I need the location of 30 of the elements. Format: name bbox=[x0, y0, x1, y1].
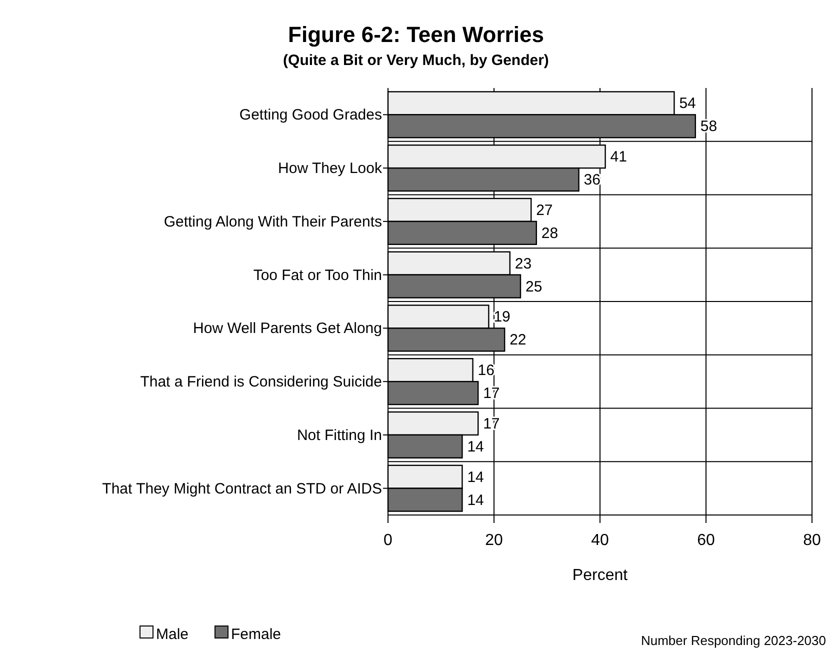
y-tick-label: How Well Parents Get Along bbox=[193, 320, 382, 338]
data-label: 41 bbox=[610, 148, 627, 166]
y-tick-label: Getting Along With Their Parents bbox=[164, 213, 382, 230]
data-label: 54 bbox=[679, 95, 696, 112]
legend-label: Female bbox=[231, 626, 282, 643]
y-tick-label: Getting Good Grades bbox=[239, 106, 382, 124]
data-label: 14 bbox=[467, 438, 484, 456]
data-label: 25 bbox=[526, 278, 542, 296]
y-tick-label: That They Might Contract an STD or AIDS bbox=[102, 480, 382, 498]
data-label: 19 bbox=[494, 308, 510, 326]
x-tick-label: 20 bbox=[485, 532, 503, 549]
x-tick-label: 80 bbox=[803, 532, 821, 549]
chart-title: Figure 6-2: Teen Worries bbox=[288, 22, 544, 47]
y-tick-label: Too Fat or Too Thin bbox=[253, 266, 382, 284]
legend-label: Male bbox=[156, 626, 189, 643]
y-tick-label: Not Fitting In bbox=[296, 426, 382, 444]
data-label: 22 bbox=[510, 332, 526, 349]
y-tick-label: How They Look bbox=[278, 160, 382, 178]
x-tick-label: 40 bbox=[591, 532, 609, 549]
data-label: 23 bbox=[514, 255, 532, 272]
x-tick-label: 0 bbox=[384, 532, 393, 549]
data-label: 27 bbox=[536, 202, 553, 219]
data-label: 28 bbox=[541, 224, 558, 242]
data-label: 14 bbox=[467, 468, 484, 486]
x-tick-label: 60 bbox=[697, 532, 715, 549]
y-tick-label: That a Friend is Considering Suicide bbox=[140, 374, 382, 391]
x-axis-title: Percent bbox=[572, 567, 628, 584]
text: Number Responding 2023-2030 bbox=[640, 633, 826, 648]
data-label: 14 bbox=[467, 492, 484, 509]
chart-subtitle: (Quite a Bit or Very Much, by Gender) bbox=[283, 52, 549, 69]
